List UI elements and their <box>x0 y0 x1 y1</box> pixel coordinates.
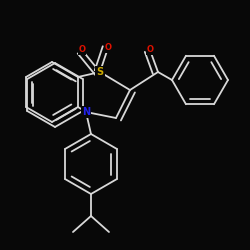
Text: S: S <box>96 67 103 77</box>
Text: N: N <box>82 107 90 117</box>
Text: O: O <box>78 46 86 54</box>
Text: O: O <box>146 46 154 54</box>
Text: O: O <box>104 44 112 52</box>
